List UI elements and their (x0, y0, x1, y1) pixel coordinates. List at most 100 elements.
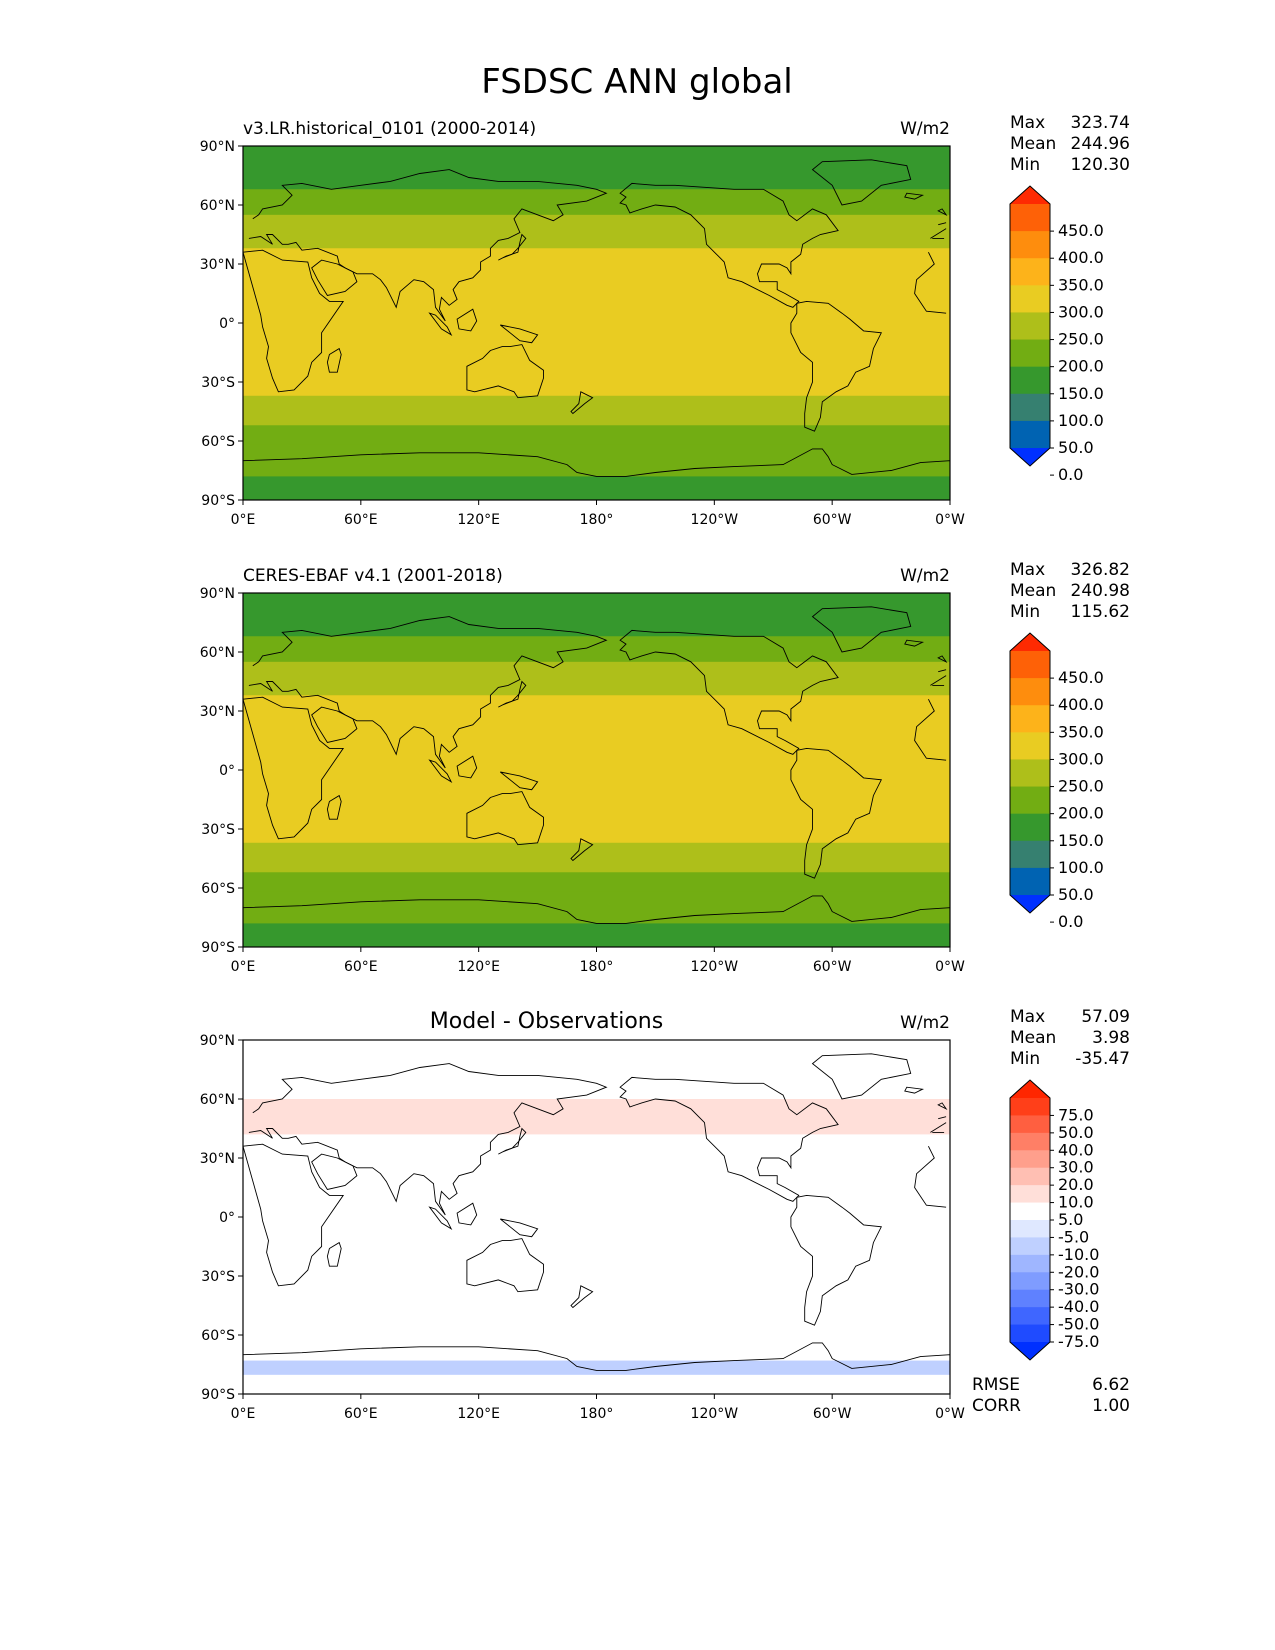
colorbar-segment (1010, 231, 1050, 259)
y-tick-label: 30°S (201, 822, 235, 838)
x-tick-label: 60°W (813, 959, 852, 975)
zonal-band (243, 872, 950, 893)
y-tick-label: 30°N (200, 704, 235, 720)
zonal-band (243, 425, 950, 446)
stat-label-max: Max (1010, 1007, 1045, 1027)
colorbar-label: -30.0 (1058, 1280, 1099, 1299)
panel-3: 0°E 60°E 120°E 180° 120°W 60°W 0°W 90°N 60°N 30°N… (200, 1007, 1130, 1422)
zonal-band (243, 395, 950, 426)
stat-label-max: Max (1010, 113, 1045, 133)
y-tick-label: 60°N (200, 1092, 235, 1108)
colorbar-label: 10.0 (1058, 1193, 1094, 1212)
coastline (248, 616, 947, 769)
coastline (790, 1194, 882, 1326)
stat-label-mean: Mean (1010, 581, 1056, 601)
x-tick-label: 120°W (691, 512, 739, 528)
zonal-band (243, 1360, 950, 1375)
map-area (243, 593, 950, 947)
x-tick-label: 0°W (935, 959, 965, 975)
coastline (456, 1202, 478, 1226)
panel-title: v3.LR.historical_0101 (2000-2014) (243, 119, 536, 139)
panel-units: W/m2 (900, 566, 950, 586)
zonal-band (243, 236, 950, 249)
y-tick-label: 60°N (200, 198, 235, 214)
figure-title: FSDSC ANN global (481, 62, 792, 102)
y-tick-label: 30°S (201, 375, 235, 391)
y-tick-label: 0° (219, 316, 235, 332)
coastline (811, 606, 912, 653)
zonal-band (243, 593, 950, 637)
zonal-band (243, 834, 950, 844)
coastline (619, 629, 839, 755)
map-area (243, 1040, 950, 1394)
coastline (428, 759, 453, 783)
coastline (466, 1238, 544, 1293)
coastline (500, 324, 539, 344)
colorbar-segment (1010, 1272, 1050, 1291)
coastline (498, 233, 527, 261)
stat-label-mean: Mean (1010, 134, 1056, 154)
x-tick-label: 180° (580, 959, 614, 975)
zonal-band (243, 444, 950, 477)
colorbar-segment (1010, 366, 1050, 395)
coastline (937, 208, 948, 226)
corr-value: 1.00 (1092, 1396, 1130, 1416)
coastline (243, 895, 950, 947)
zonal-band (243, 695, 950, 836)
x-tick-label: 0°W (935, 512, 965, 528)
colorbar-segment (1010, 840, 1050, 869)
colorbar-label: 100.0 (1058, 411, 1104, 430)
colorbar-extend-max (1010, 633, 1050, 651)
colorbar-label: 50.0 (1058, 438, 1094, 457)
stat-value-mean: 244.96 (1071, 134, 1130, 154)
coastline (904, 192, 925, 200)
colorbar-label: 350.0 (1058, 722, 1104, 741)
rmse-value: 6.62 (1092, 1375, 1130, 1395)
stat-value-max: 323.74 (1071, 113, 1130, 133)
x-tick-label: 120°W (691, 1406, 739, 1422)
corr-label: CORR (972, 1396, 1021, 1416)
coastline (456, 755, 478, 779)
coastline (904, 639, 925, 647)
stat-value-max: 57.09 (1081, 1007, 1130, 1027)
rmse-label: RMSE (972, 1375, 1020, 1395)
stat-label-min: Min (1010, 1049, 1040, 1069)
zonal-band (243, 842, 950, 873)
colorbar-label: 0.0 (1058, 912, 1083, 931)
y-tick-label: 60°S (201, 434, 235, 450)
coastline (248, 1063, 947, 1216)
y-tick-label: 0° (219, 763, 235, 779)
coastline (466, 344, 544, 399)
zonal-band (243, 923, 950, 947)
coastline (570, 1285, 594, 1309)
y-tick-label: 90°N (200, 1033, 235, 1049)
colorbar-segment (1010, 705, 1050, 733)
panel-title: CERES-EBAF v4.1 (2001-2018) (243, 566, 503, 586)
stat-value-max: 326.82 (1071, 560, 1130, 580)
zonal-band (243, 189, 950, 216)
coastline (311, 259, 358, 297)
colorbar-segment (1010, 339, 1050, 368)
colorbar-extend-max (1010, 186, 1050, 204)
coastline (428, 312, 453, 336)
coastline (570, 838, 594, 862)
coastline (243, 1342, 950, 1394)
zonal-band (243, 248, 950, 389)
x-tick-label: 60°E (344, 959, 378, 975)
x-tick-label: 120°E (457, 1406, 500, 1422)
colorbar-label: 50.0 (1058, 1123, 1094, 1142)
colorbar-segment (1010, 1220, 1050, 1238)
zonal-band (243, 891, 950, 924)
panel-1: 0°E 60°E 120°E 180° 120°W 60°W 0°W 90°N 60°N 30°N… (200, 113, 1130, 528)
x-tick-label: 60°E (344, 1406, 378, 1422)
y-tick-label: 90°S (201, 493, 235, 509)
colorbar-segment (1010, 1254, 1050, 1273)
colorbar-label: 100.0 (1058, 858, 1104, 877)
coastline (243, 696, 947, 840)
stat-value-mean: 3.98 (1092, 1028, 1130, 1048)
colorbar-segment (1010, 285, 1050, 313)
y-tick-label: 90°S (201, 940, 235, 956)
coastline (500, 771, 539, 791)
colorbar-label: 250.0 (1058, 330, 1104, 349)
panel-units: W/m2 (900, 119, 950, 139)
